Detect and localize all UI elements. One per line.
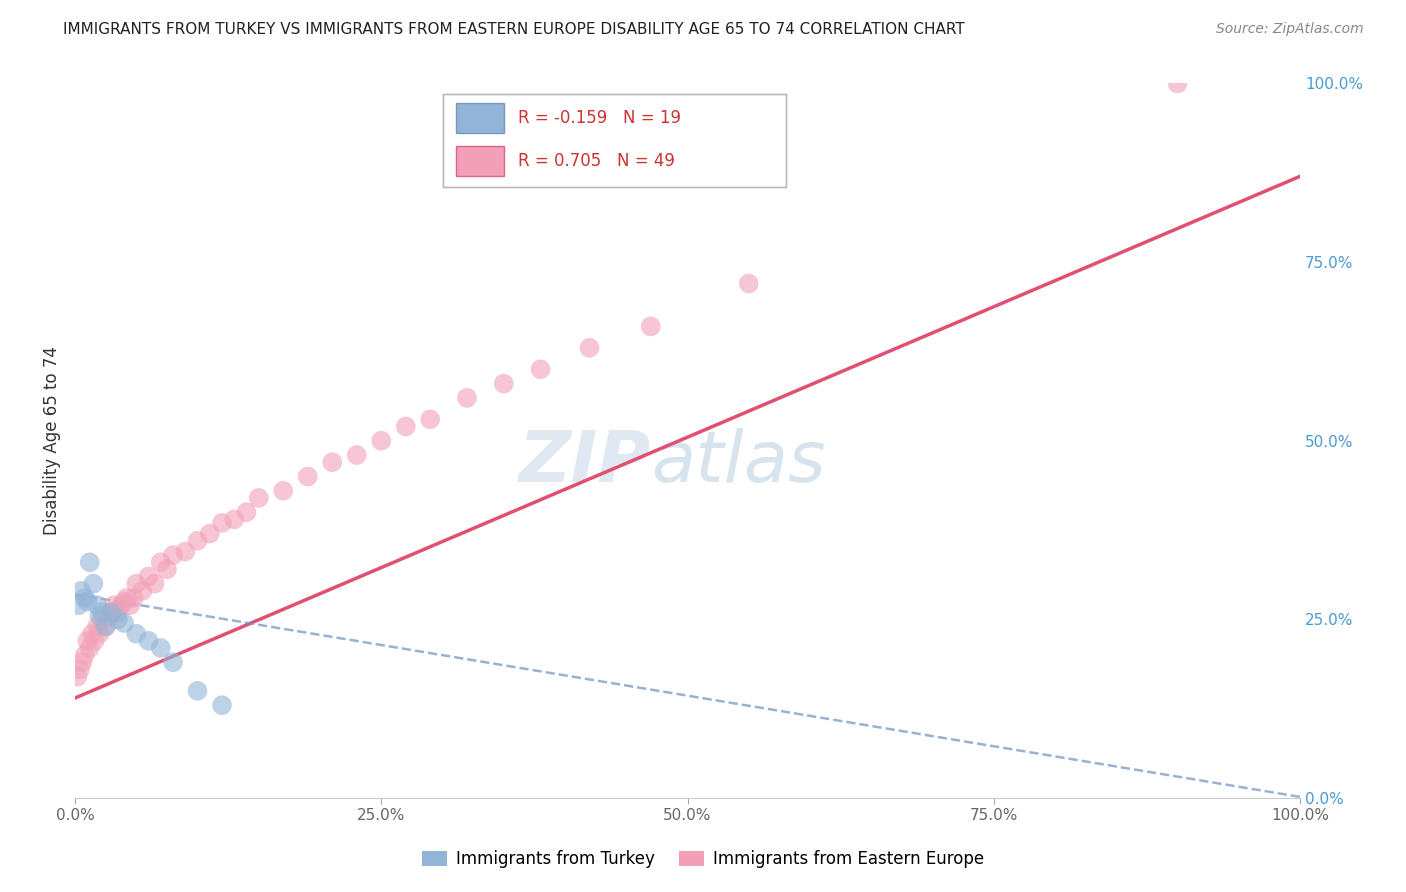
Point xyxy=(76,633,98,648)
Text: atlas: atlas xyxy=(651,427,825,497)
Point xyxy=(110,598,132,612)
Point xyxy=(122,591,145,605)
Point xyxy=(247,491,270,505)
Point xyxy=(131,583,153,598)
Point xyxy=(67,598,90,612)
Point xyxy=(370,434,392,448)
Point xyxy=(138,633,160,648)
Point xyxy=(66,669,89,683)
Point xyxy=(186,684,208,698)
Point xyxy=(91,605,114,619)
Point xyxy=(149,640,172,655)
Point xyxy=(224,512,246,526)
Point xyxy=(83,633,105,648)
Point xyxy=(115,591,138,605)
Point xyxy=(82,626,104,640)
Text: Source: ZipAtlas.com: Source: ZipAtlas.com xyxy=(1216,22,1364,37)
Point xyxy=(120,598,142,612)
Point xyxy=(73,648,96,662)
Point xyxy=(149,555,172,569)
Point xyxy=(578,341,600,355)
Point xyxy=(125,576,148,591)
Point xyxy=(125,626,148,640)
Point xyxy=(70,583,93,598)
Text: IMMIGRANTS FROM TURKEY VS IMMIGRANTS FROM EASTERN EUROPE DISABILITY AGE 65 TO 74: IMMIGRANTS FROM TURKEY VS IMMIGRANTS FRO… xyxy=(63,22,965,37)
Point xyxy=(76,594,98,608)
Point xyxy=(174,544,197,558)
Point xyxy=(198,526,221,541)
Point xyxy=(112,615,135,630)
Point xyxy=(162,655,184,669)
Point xyxy=(1166,77,1188,91)
Point xyxy=(100,605,122,619)
Point xyxy=(91,612,114,626)
Point xyxy=(235,505,257,519)
Point xyxy=(138,569,160,583)
Point xyxy=(297,469,319,483)
Point xyxy=(79,640,101,655)
Point xyxy=(738,277,761,291)
Point xyxy=(73,591,96,605)
Point xyxy=(86,598,108,612)
Point xyxy=(89,608,111,623)
Point xyxy=(346,448,368,462)
Point xyxy=(79,555,101,569)
Point xyxy=(211,698,233,713)
Point xyxy=(271,483,294,498)
Legend: Immigrants from Turkey, Immigrants from Eastern Europe: Immigrants from Turkey, Immigrants from … xyxy=(416,844,990,875)
Point xyxy=(162,548,184,562)
Point xyxy=(143,576,166,591)
Point xyxy=(107,612,129,626)
Point xyxy=(89,626,111,640)
Point xyxy=(69,662,91,676)
Point xyxy=(112,594,135,608)
Point xyxy=(107,605,129,619)
Point xyxy=(211,516,233,530)
Point xyxy=(94,619,117,633)
Point xyxy=(72,655,94,669)
Point xyxy=(186,533,208,548)
Point xyxy=(640,319,662,334)
Y-axis label: Disability Age 65 to 74: Disability Age 65 to 74 xyxy=(44,346,60,535)
Point xyxy=(321,455,343,469)
Point xyxy=(82,576,104,591)
Text: ZIP: ZIP xyxy=(519,427,651,497)
Point xyxy=(419,412,441,426)
Point xyxy=(103,598,125,612)
Point xyxy=(492,376,515,391)
Point xyxy=(456,391,478,405)
Point xyxy=(94,619,117,633)
Point xyxy=(86,619,108,633)
Point xyxy=(100,605,122,619)
Point xyxy=(98,608,121,623)
Point xyxy=(529,362,551,376)
Point xyxy=(156,562,179,576)
Point xyxy=(395,419,418,434)
